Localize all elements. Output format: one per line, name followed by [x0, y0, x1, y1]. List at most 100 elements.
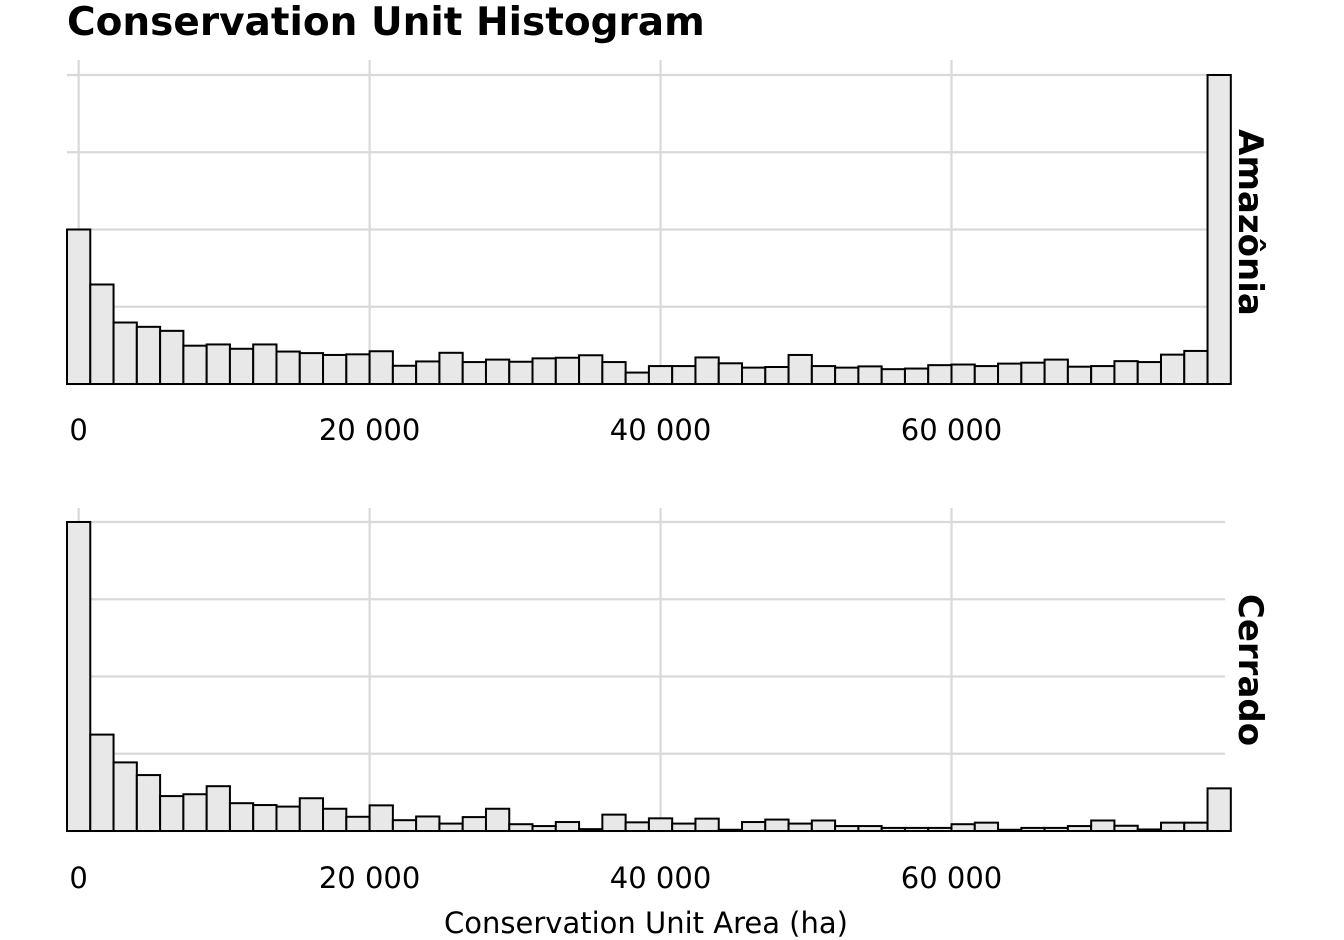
histogram-bar [89, 283, 115, 386]
histogram-bar [345, 353, 371, 385]
facet-strip-label: Cerrado [1230, 594, 1270, 746]
histogram-bar [159, 795, 185, 833]
histogram-bar [834, 366, 860, 385]
histogram-bar [671, 365, 697, 386]
histogram-bar [1136, 828, 1162, 833]
facet-panel-cerrado: 0 20 000 40 000 60 000 Cerrado [66, 508, 1270, 895]
histogram-bar [391, 819, 418, 832]
panel-gridlines [67, 60, 1225, 386]
histogram-bar [66, 228, 92, 385]
histogram-bar [601, 361, 627, 386]
histogram-bar [368, 350, 394, 386]
histogram-bar [1020, 826, 1046, 832]
histogram-bar [484, 807, 511, 833]
histogram-bar [1183, 821, 1209, 832]
histogram-bar [1113, 360, 1139, 386]
histogram-bar [228, 347, 255, 385]
histogram-bar [89, 733, 115, 832]
histogram-bar [415, 360, 441, 385]
histogram-bar [461, 361, 487, 386]
histogram-bar [950, 823, 976, 833]
x-tick-label: 20 000 [319, 861, 420, 895]
histogram-bar [601, 813, 627, 832]
histogram-bar [345, 815, 371, 833]
histogram-bar [205, 785, 231, 833]
histogram-bar [741, 366, 767, 385]
histogram-bar [997, 362, 1023, 385]
histogram-bar [694, 817, 720, 833]
histogram-bar [578, 828, 604, 832]
histogram-bar [647, 817, 674, 832]
histogram-bar [1206, 74, 1232, 385]
histogram-bar [461, 816, 487, 832]
x-tick-label: 40 000 [610, 413, 711, 447]
panel-bars [66, 521, 1232, 833]
histogram-bar [717, 828, 744, 832]
histogram-bar [671, 822, 697, 832]
histogram-bar [1066, 365, 1093, 386]
histogram-bar [810, 819, 837, 833]
x-tick-label: 20 000 [319, 413, 420, 447]
histogram-bar [1113, 824, 1139, 833]
histogram-bar [112, 321, 138, 386]
facet-panel-amazonia: 0 20 000 40 000 60 000 Amazônia [66, 60, 1270, 447]
histogram-bar [578, 354, 604, 385]
histogram-bar [717, 362, 744, 385]
histogram-bar [205, 343, 231, 385]
histogram-bar [112, 761, 138, 832]
histogram-bar [764, 366, 790, 386]
histogram-bar [857, 825, 883, 833]
histogram-bar [182, 793, 208, 833]
histogram-bar [531, 357, 557, 385]
histogram-bar [1043, 358, 1069, 385]
histogram-bar [903, 826, 930, 832]
x-tick-label: 40 000 [610, 861, 711, 895]
histogram-bar [1159, 353, 1186, 385]
histogram-bar [880, 826, 906, 832]
histogram-bar [391, 364, 418, 386]
histogram-bar [624, 821, 650, 833]
histogram-bar [1183, 349, 1209, 386]
histogram-bar [857, 365, 883, 385]
histogram-bar [368, 804, 394, 833]
chart-title: Conservation Unit Histogram [67, 0, 705, 45]
histogram-bar [927, 826, 953, 832]
histogram-bar [484, 358, 511, 385]
histogram-bar [252, 804, 278, 833]
histogram-bar [415, 815, 441, 832]
histogram-bar [275, 350, 301, 385]
histogram-bar [66, 521, 92, 832]
histogram-bar [1066, 825, 1093, 833]
histogram-bar [624, 371, 650, 385]
histogram-bar [275, 805, 301, 832]
histogram-bar [997, 828, 1023, 832]
histogram-bar [252, 343, 278, 385]
histogram-bar [298, 352, 325, 386]
panel-x-tick-labels: 0 20 000 40 000 60 000 [69, 413, 1002, 447]
histogram-bar [973, 365, 1000, 386]
histogram-bar [787, 353, 813, 386]
histogram-bar [741, 821, 767, 833]
histogram-bar [1043, 826, 1069, 832]
histogram-bar [787, 822, 813, 832]
histogram-bar [135, 325, 162, 385]
histogram-bar [298, 797, 325, 832]
histogram-bar [508, 823, 534, 833]
histogram-bar [135, 774, 162, 832]
panel-bars [66, 74, 1232, 386]
histogram-bar [1090, 819, 1116, 833]
histogram-bar [438, 351, 464, 385]
histogram-bar [810, 365, 837, 386]
histogram-bar [508, 360, 534, 386]
histogram-bar [531, 825, 557, 833]
histogram-bar [973, 821, 1000, 832]
panel-gridlines [67, 508, 1225, 833]
histogram-bar [1159, 821, 1186, 832]
histogram-bar [554, 821, 581, 833]
x-tick-label: 0 [69, 861, 87, 895]
histogram-bar [647, 365, 674, 386]
histogram-bar [1090, 365, 1116, 386]
x-tick-label: 60 000 [901, 413, 1002, 447]
histogram-bar [950, 363, 976, 385]
